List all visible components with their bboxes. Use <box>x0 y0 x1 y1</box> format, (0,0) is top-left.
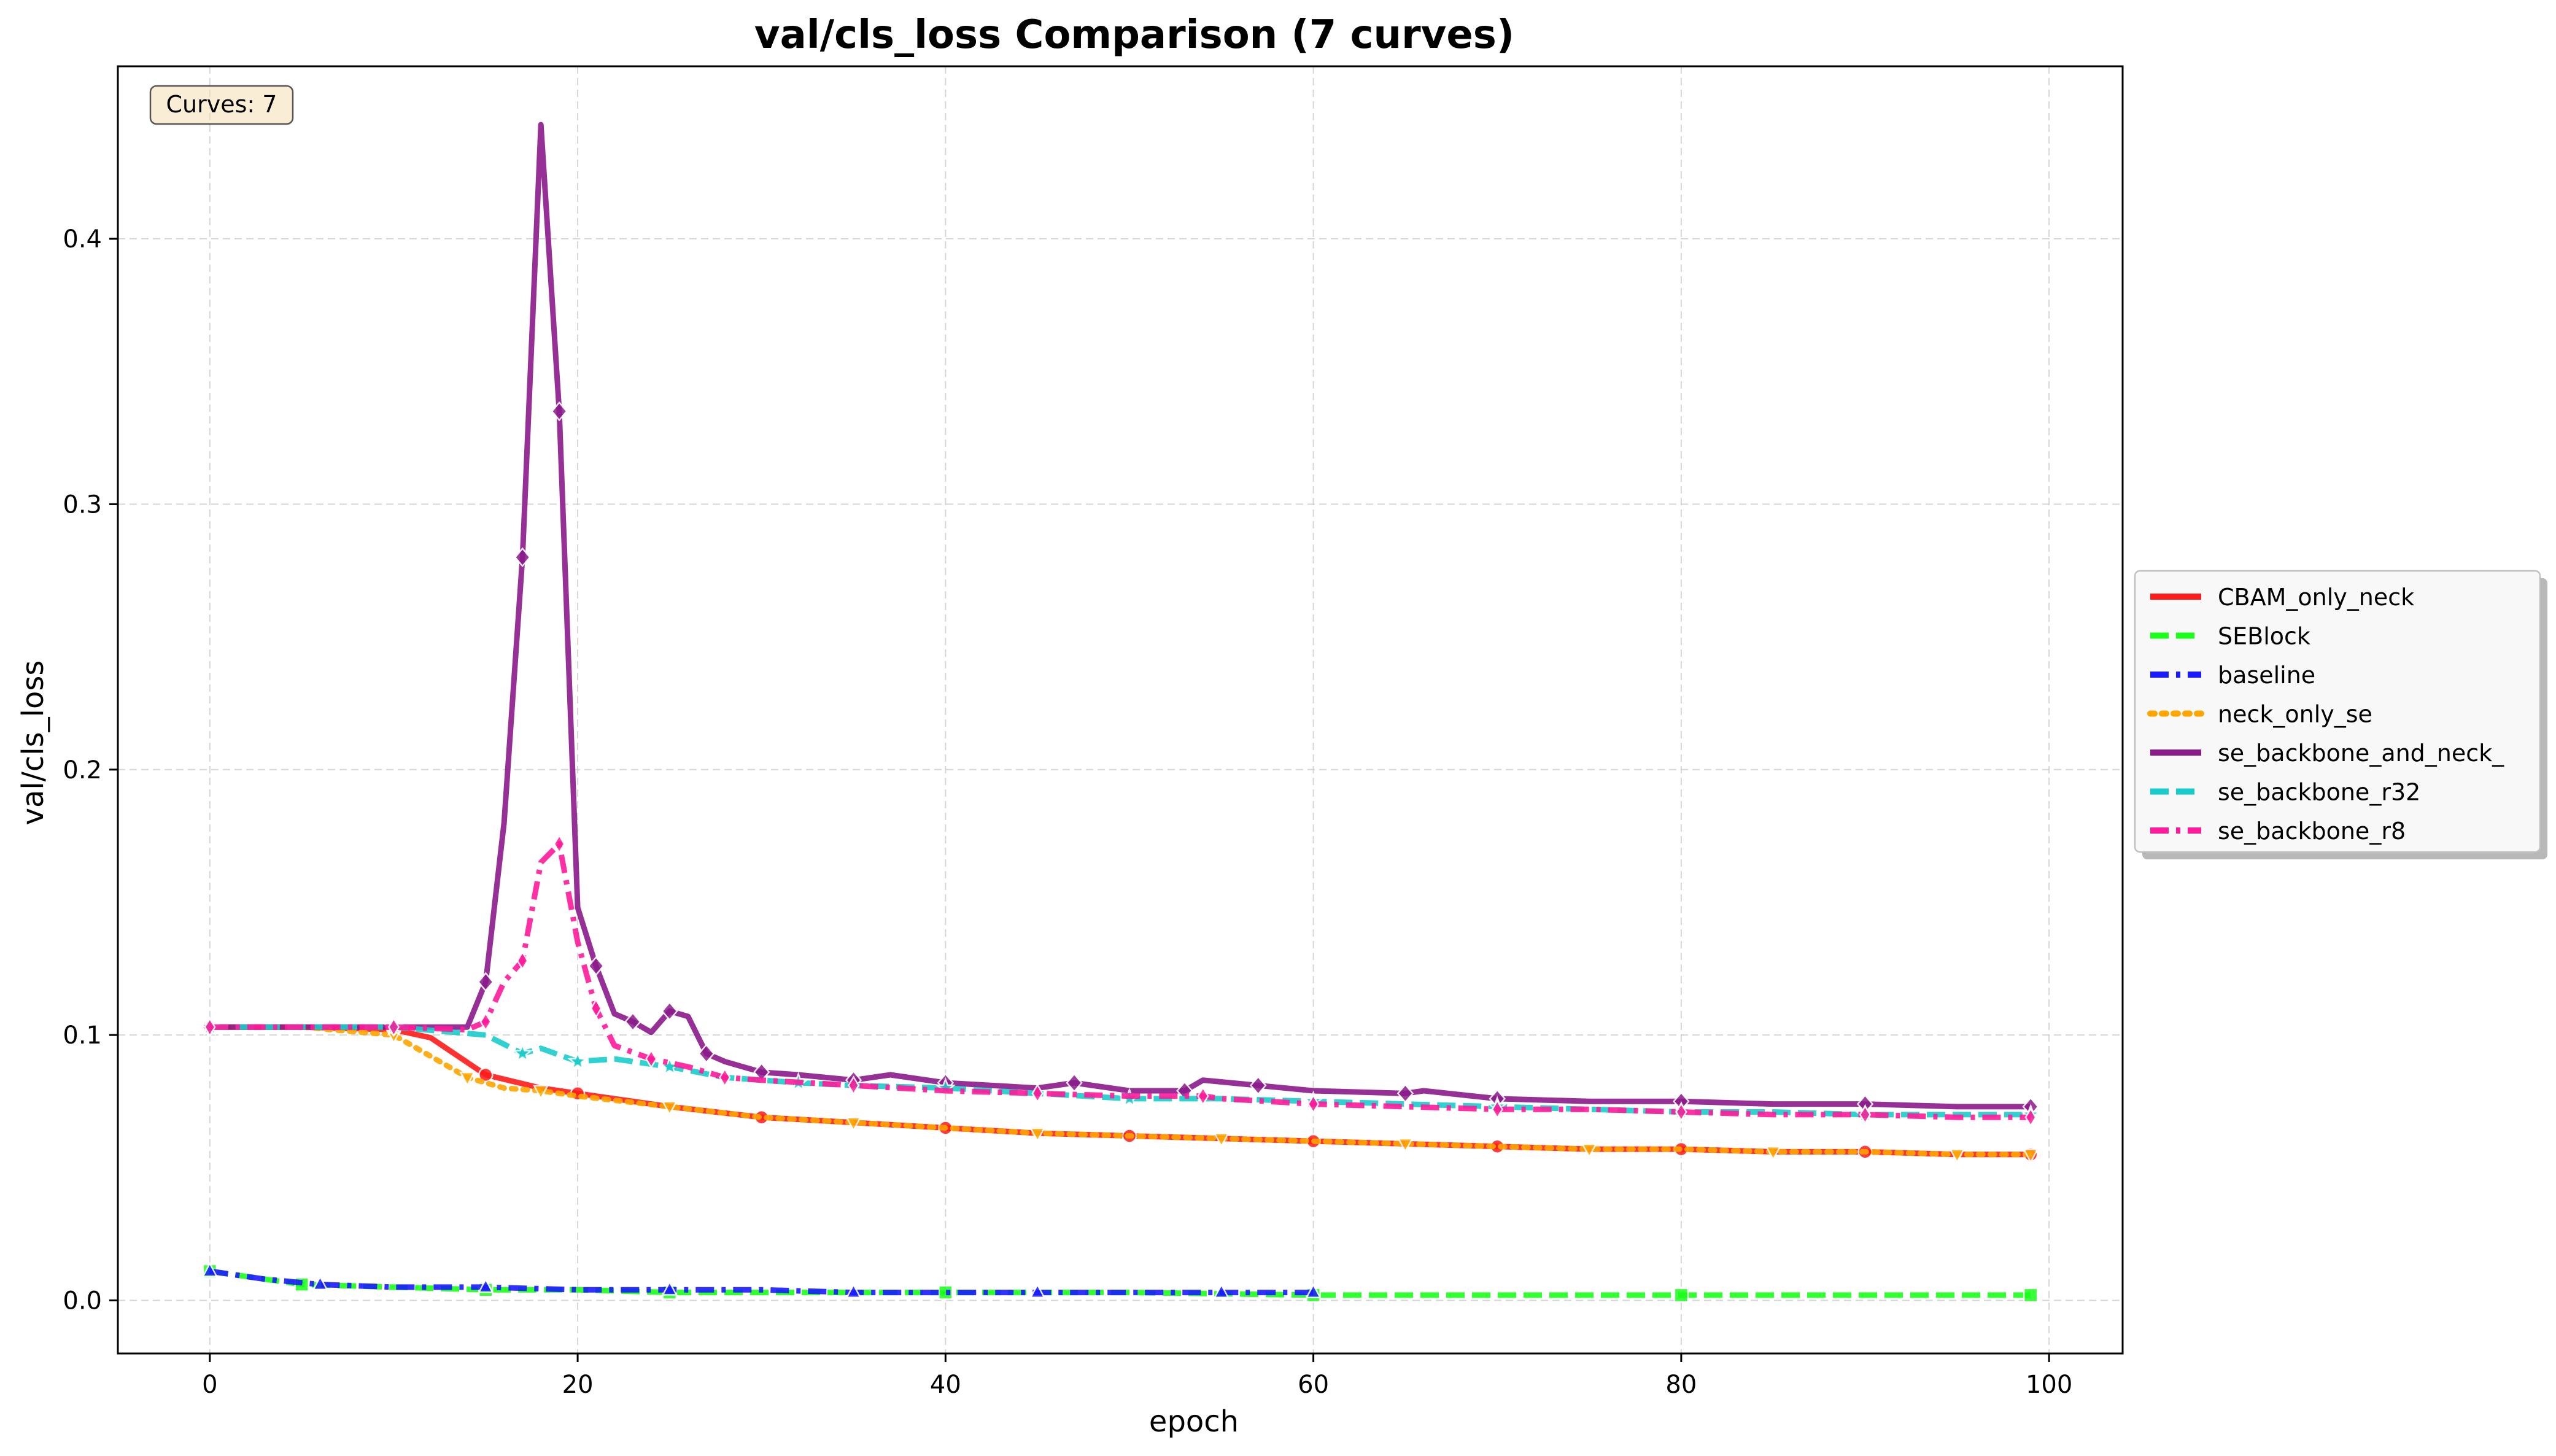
data-point-marker <box>567 1050 589 1071</box>
data-point-marker <box>1949 1148 1965 1164</box>
chart-title: val/cls_loss Comparison (7 curves) <box>754 12 1514 58</box>
x-tick-label: 40 <box>930 1371 961 1399</box>
legend-label-baseline: baseline <box>2218 662 2315 689</box>
data-point-marker <box>1491 1099 1503 1120</box>
y-axis-label: val/cls_loss <box>16 660 50 826</box>
data-point-marker <box>661 1101 678 1117</box>
data-point-marker <box>938 1285 953 1300</box>
legend-label-CBAM_only_neck: CBAM_only_neck <box>2218 584 2414 611</box>
data-point-marker <box>845 1117 862 1133</box>
data-point-marker <box>587 956 605 976</box>
data-point-marker <box>2023 1287 2039 1303</box>
data-point-marker <box>1765 1145 1781 1161</box>
legend-label-SEBlock: SEBlock <box>2218 623 2310 650</box>
data-point-marker <box>551 401 568 422</box>
series-line-baseline <box>209 1268 1314 1296</box>
data-point-marker <box>2023 1148 2039 1164</box>
series-line-se_backbone_r8 <box>209 841 2031 1120</box>
data-point-marker <box>478 1277 494 1293</box>
data-point-marker <box>1675 1102 1687 1122</box>
data-point-marker <box>1307 1094 1320 1114</box>
x-tick-label: 60 <box>1298 1371 1329 1399</box>
data-point-marker <box>1029 1283 1046 1299</box>
legend-box <box>2134 570 2541 853</box>
data-point-marker <box>645 1048 657 1069</box>
data-point-marker <box>698 1044 715 1064</box>
series-baseline <box>201 1261 1322 1299</box>
data-point-marker <box>845 1283 862 1299</box>
x-axis-label: epoch <box>1149 1404 1239 1439</box>
legend-label-se_backbone_and_neck_: se_backbone_and_neck_ <box>2218 740 2504 767</box>
data-point-marker <box>477 972 495 992</box>
data-point-marker <box>590 998 602 1019</box>
data-point-marker <box>533 1085 549 1101</box>
data-point-marker <box>1031 1083 1044 1104</box>
data-point-marker <box>514 547 531 568</box>
data-point-marker <box>1581 1143 1598 1159</box>
data-point-marker <box>1396 1083 1414 1104</box>
data-point-marker <box>1305 1283 1322 1299</box>
data-point-marker <box>1029 1127 1046 1143</box>
data-point-marker <box>1197 1086 1209 1106</box>
annotation-text: Curves: 7 <box>166 91 277 118</box>
legend-label-neck_only_se: neck_only_se <box>2218 701 2372 728</box>
data-point-marker <box>1859 1104 1872 1125</box>
data-point-marker <box>312 1275 328 1291</box>
x-tick-label: 100 <box>2026 1371 2072 1399</box>
y-tick-label: 0.2 <box>63 756 102 784</box>
data-point-marker <box>479 1012 492 1032</box>
data-point-marker <box>512 1042 533 1063</box>
data-point-marker <box>553 834 565 854</box>
x-tick-label: 20 <box>562 1371 594 1399</box>
data-point-marker <box>847 1075 860 1096</box>
data-point-marker <box>624 1012 641 1032</box>
data-point-marker <box>201 1261 218 1277</box>
data-point-marker <box>1397 1137 1414 1153</box>
data-point-marker <box>204 1017 216 1037</box>
data-point-marker <box>1213 1133 1230 1148</box>
x-tick-label: 0 <box>202 1371 217 1399</box>
y-tick-label: 0.1 <box>63 1021 102 1050</box>
data-point-marker <box>387 1017 400 1037</box>
data-point-marker <box>459 1071 476 1087</box>
data-point-marker <box>719 1067 731 1088</box>
data-point-marker <box>2024 1107 2037 1128</box>
plot-frame <box>117 65 2124 1355</box>
data-point-marker <box>661 1280 678 1296</box>
data-point-marker <box>1213 1283 1230 1299</box>
y-tick-label: 0.0 <box>63 1287 102 1315</box>
annotation-box <box>149 85 294 125</box>
y-tick-label: 0.4 <box>63 225 102 254</box>
data-point-marker <box>1066 1072 1083 1093</box>
x-tick-label: 80 <box>1665 1371 1697 1399</box>
data-point-marker <box>516 950 529 971</box>
data-point-marker <box>661 1001 678 1021</box>
legend-label-se_backbone_r8: se_backbone_r8 <box>2218 818 2406 845</box>
legend-label-se_backbone_r32: se_backbone_r32 <box>2218 779 2420 806</box>
series-se_backbone_r8 <box>204 834 2037 1128</box>
y-tick-label: 0.3 <box>63 490 102 519</box>
data-point-marker <box>1249 1075 1267 1096</box>
data-point-marker <box>1673 1287 1689 1303</box>
